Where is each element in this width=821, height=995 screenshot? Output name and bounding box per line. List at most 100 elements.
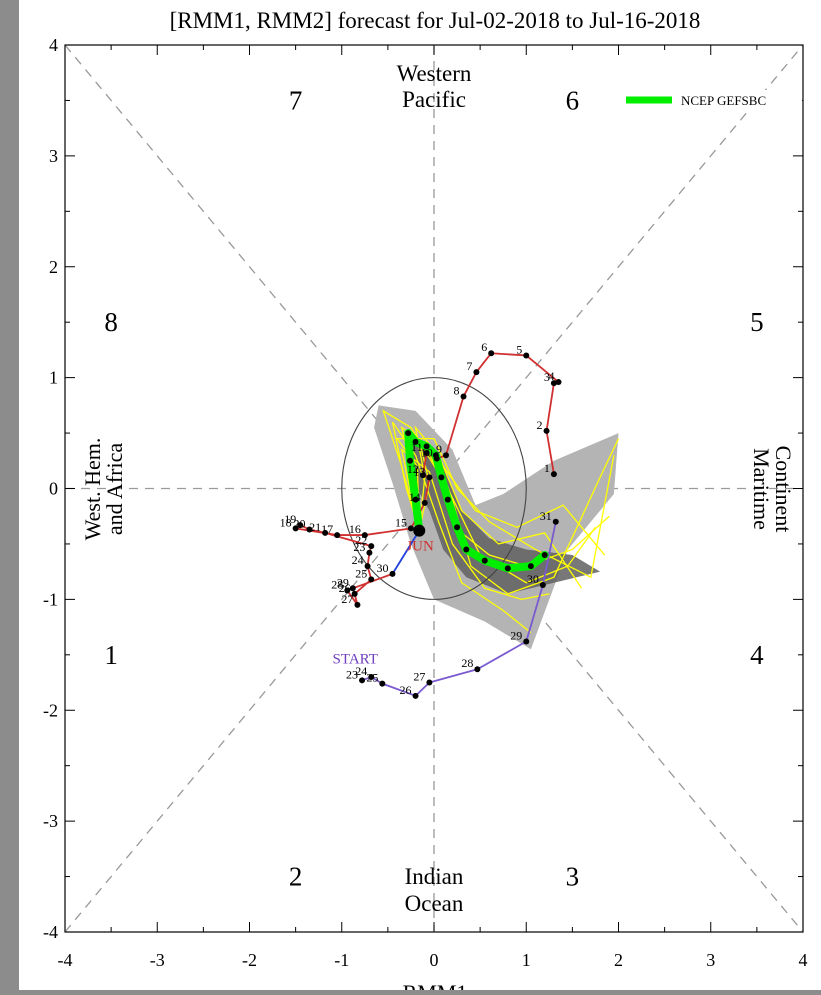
ensemble-member-line xyxy=(400,448,550,601)
ensemble-mean-point xyxy=(463,546,470,553)
legend-label: NCEP GEFSBC xyxy=(681,93,766,108)
ensemble-mean-point xyxy=(423,443,430,450)
day-label: 5 xyxy=(516,342,522,356)
observed-trajectory-line xyxy=(391,529,421,575)
ensemble-mean-point xyxy=(412,438,419,445)
ensemble-mean-point xyxy=(432,452,439,459)
x-tick-label: -3 xyxy=(150,950,165,970)
day-label: 8 xyxy=(454,383,460,397)
ensemble-mean-point xyxy=(541,552,548,559)
day-label: 27 xyxy=(341,592,353,606)
day-label: 24 xyxy=(355,664,367,678)
ensemble-spread-inner xyxy=(406,438,601,594)
day-label: 23 xyxy=(353,540,365,554)
observed-point xyxy=(421,499,428,506)
observed-point xyxy=(523,352,530,359)
day-label: 15 xyxy=(395,515,407,529)
observed-point xyxy=(351,590,358,597)
observed-point xyxy=(426,474,433,481)
observed-point xyxy=(442,452,449,459)
y-tick-label: -2 xyxy=(43,700,58,720)
observed-point xyxy=(539,581,546,588)
ensemble-mean-point xyxy=(504,565,511,572)
observed-point xyxy=(361,532,368,539)
x-tick-label: -4 xyxy=(58,950,73,970)
observed-point xyxy=(419,472,426,479)
ensemble-mean-point xyxy=(412,496,419,503)
phase-label: 1 xyxy=(104,640,118,670)
observed-point xyxy=(292,525,299,532)
day-label: 31 xyxy=(540,509,552,523)
day-label: 9 xyxy=(436,442,442,456)
y-tick-label: -4 xyxy=(43,922,58,942)
x-tick-label: 4 xyxy=(799,950,808,970)
y-tick-label: 1 xyxy=(49,368,58,388)
ensemble-mean-point xyxy=(438,474,445,481)
phase-label: 8 xyxy=(104,307,118,337)
legend-box xyxy=(620,90,802,112)
observed-point xyxy=(426,679,433,686)
observed-point xyxy=(550,471,557,478)
observed-point xyxy=(366,549,373,556)
day-label: 22 xyxy=(355,533,367,547)
observed-point xyxy=(364,563,371,570)
observed-point xyxy=(523,638,530,645)
day-label: 30 xyxy=(376,561,388,575)
phase-label: 5 xyxy=(750,307,764,337)
phase-label: 2 xyxy=(289,862,303,892)
day-label: 27 xyxy=(413,670,425,684)
observed-point xyxy=(488,350,495,357)
observed-point xyxy=(552,518,559,525)
ensemble-mean-point xyxy=(454,524,461,531)
chart-title: [RMM1, RMM2] forecast for Jul-02-2018 to… xyxy=(170,8,701,33)
observed-point xyxy=(349,585,356,592)
observed-point xyxy=(460,393,467,400)
region-label-left: West. Hem. xyxy=(80,438,105,541)
day-label: 20 xyxy=(293,517,305,531)
observed-point xyxy=(423,450,430,457)
x-tick-label: 1 xyxy=(522,950,531,970)
region-label-right: Maritime xyxy=(749,448,774,530)
observed-point xyxy=(354,601,361,608)
x-tick-label: 2 xyxy=(614,950,623,970)
day-label: 16 xyxy=(349,522,361,536)
x-tick-label: -1 xyxy=(334,950,349,970)
observed-point xyxy=(297,522,304,529)
day-label: 4 xyxy=(549,369,555,383)
phase-label: 6 xyxy=(566,85,580,115)
day-label: 13 xyxy=(413,464,425,478)
observed-point xyxy=(368,673,375,680)
x-tick-label: 3 xyxy=(706,950,715,970)
y-tick-label: 4 xyxy=(49,35,58,55)
forecast-start-marker xyxy=(413,524,426,537)
region-label-bottom: Indian xyxy=(405,864,464,889)
y-tick-label: 3 xyxy=(49,146,58,166)
observed-point xyxy=(389,570,396,577)
region-label-top: Pacific xyxy=(402,87,466,112)
ensemble-mean-point xyxy=(407,457,414,464)
day-label: 30 xyxy=(527,572,539,586)
x-axis-label: RMM1 xyxy=(403,980,468,990)
day-label: 28 xyxy=(461,656,473,670)
day-label: 2 xyxy=(537,418,543,432)
y-tick-label: -1 xyxy=(43,589,58,609)
observed-point xyxy=(306,526,313,533)
observed-point xyxy=(379,680,386,687)
observed-point xyxy=(344,587,351,594)
ensemble-mean-point xyxy=(405,430,412,437)
observed-point xyxy=(474,666,481,673)
observed-point xyxy=(368,543,375,550)
x-tick-label: -2 xyxy=(242,950,257,970)
day-label: 23 xyxy=(346,667,358,681)
day-label: 18 xyxy=(280,515,292,529)
observed-point xyxy=(368,576,375,583)
ensemble-mean-point xyxy=(527,563,534,570)
phase-label: 4 xyxy=(750,640,764,670)
observed-point xyxy=(473,369,480,376)
ensemble-mean-point xyxy=(481,557,488,564)
region-label-left: and Africa xyxy=(102,443,127,535)
observed-trajectory-line xyxy=(294,352,560,606)
day-label: 25 xyxy=(355,566,367,580)
